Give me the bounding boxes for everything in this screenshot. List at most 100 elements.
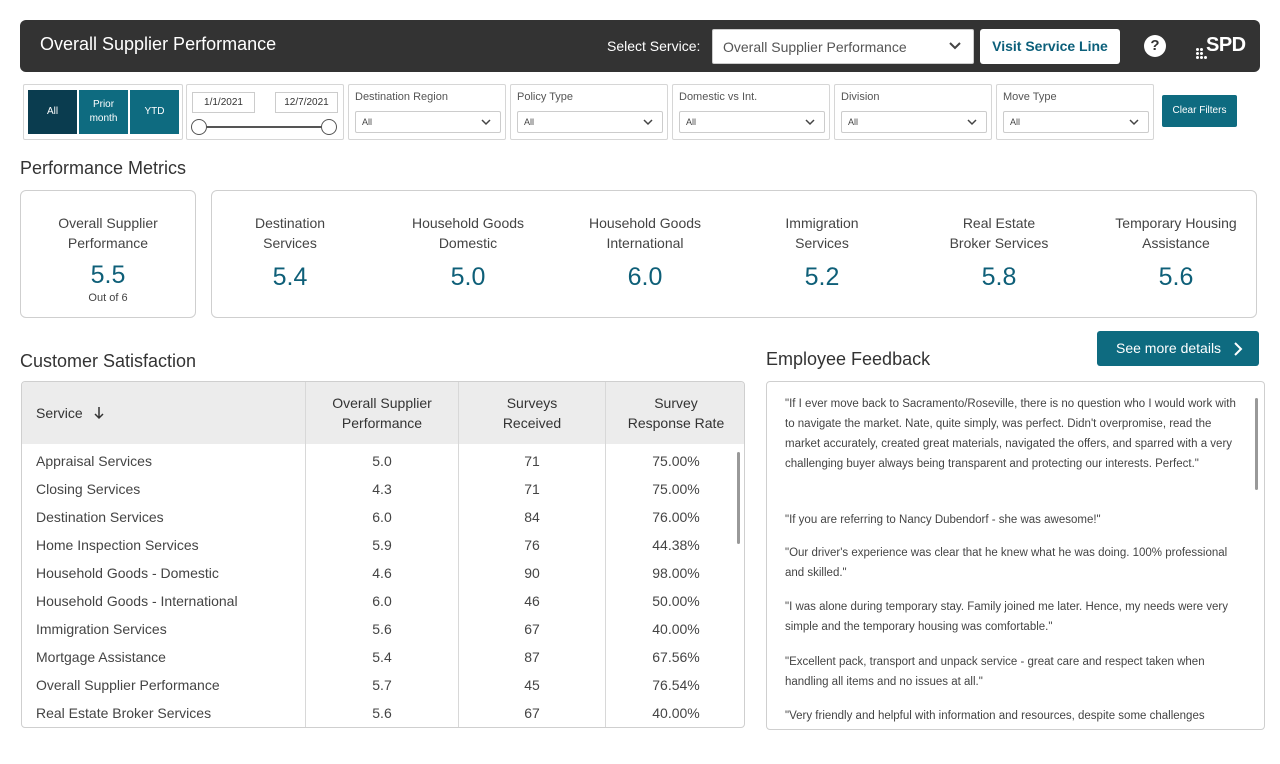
cell-surveys: 87 xyxy=(524,649,540,665)
cell-surveys: 67 xyxy=(524,621,540,637)
visit-service-line-button[interactable]: Visit Service Line xyxy=(980,29,1120,64)
metric-name-line1: Temporary Housing xyxy=(1115,215,1237,231)
table-row[interactable]: Real Estate Broker Services 5.6 67 40.00… xyxy=(22,700,744,727)
metric-value: 5.8 xyxy=(981,263,1017,291)
cell-rate: 76.00% xyxy=(652,509,700,525)
cell-surveys: 71 xyxy=(524,453,540,469)
column-header-line2: Performance xyxy=(341,415,423,431)
division-filter: Division All xyxy=(834,84,992,140)
feedback-scrollbar[interactable] xyxy=(1255,398,1258,490)
period-all-button[interactable]: All xyxy=(28,90,77,134)
end-date-input[interactable]: 12/7/2021 xyxy=(275,92,338,113)
dropdown-value: All xyxy=(362,117,373,127)
cell-rate: 44.38% xyxy=(652,537,700,553)
date-slider-end-handle[interactable] xyxy=(321,119,337,135)
column-header-service[interactable]: Service xyxy=(22,382,305,444)
cell-rate: 76.54% xyxy=(652,677,700,693)
division-dropdown[interactable]: All xyxy=(841,111,987,133)
period-ytd-button[interactable]: YTD xyxy=(130,90,179,134)
domestic-vs-int-filter: Domestic vs Int. All xyxy=(672,84,830,140)
cell-performance: 5.0 xyxy=(372,453,392,469)
feedback-item: "Excellent pack, transport and unpack se… xyxy=(785,656,1205,688)
start-date-input[interactable]: 1/1/2021 xyxy=(192,92,255,113)
logo-text: SPD xyxy=(1206,34,1246,56)
metric-name-line2: Performance xyxy=(67,235,149,251)
policy-type-dropdown[interactable]: All xyxy=(517,111,663,133)
filter-label: Division xyxy=(841,91,880,103)
service-metrics-card: Destination Services 5.4 Household Goods… xyxy=(211,190,1257,318)
satisfaction-table: Service Overall Supplier Performance Surv… xyxy=(21,381,745,728)
metric-name-line1: Household Goods xyxy=(588,215,702,231)
cell-surveys: 84 xyxy=(524,509,540,525)
select-service-label: Select Service: xyxy=(607,38,701,54)
move-type-dropdown[interactable]: All xyxy=(1003,111,1149,133)
table-row[interactable]: Mortgage Assistance 5.4 87 67.56% xyxy=(22,644,744,672)
policy-type-filter: Policy Type All xyxy=(510,84,668,140)
table-row[interactable]: Immigration Services 5.6 67 40.00% xyxy=(22,616,744,644)
cell-surveys: 90 xyxy=(524,565,540,581)
table-row[interactable]: Closing Services 4.3 71 75.00% xyxy=(22,476,744,504)
see-more-details-button[interactable]: See more details xyxy=(1097,331,1259,366)
metric-household-goods-international: Household Goods International 6.0 xyxy=(565,213,725,292)
feedback-item: "If I ever move back to Sacramento/Rosev… xyxy=(785,398,1236,470)
column-header-label: Service xyxy=(36,405,83,421)
cell-surveys: 76 xyxy=(524,537,540,553)
metric-destination-services: Destination Services 5.4 xyxy=(220,213,360,292)
cell-performance: 5.6 xyxy=(372,621,392,637)
period-prior-month-button[interactable]: Prior month xyxy=(79,90,128,134)
table-row[interactable]: Home Inspection Services 5.9 76 44.38% xyxy=(22,532,744,560)
table-row[interactable]: Appraisal Services 5.0 71 75.00% xyxy=(22,448,744,476)
cell-performance: 5.6 xyxy=(372,705,392,721)
metric-temporary-housing-assistance: Temporary Housing Assistance 5.6 xyxy=(1096,213,1256,292)
cell-performance: 5.4 xyxy=(372,649,392,665)
sort-arrow-down-icon[interactable] xyxy=(93,406,105,420)
feedback-item: "Our driver's experience was clear that … xyxy=(785,547,1228,579)
column-header-line1: Surveys xyxy=(506,395,558,411)
cell-performance: 5.9 xyxy=(372,537,392,553)
date-slider-track[interactable] xyxy=(199,126,329,128)
metric-name-line2: International xyxy=(606,235,684,251)
metric-value: 5.4 xyxy=(272,263,308,291)
metric-sub: Out of 6 xyxy=(88,292,128,304)
table-row[interactable]: Household Goods - International 6.0 46 5… xyxy=(22,588,744,616)
select-service-dropdown[interactable]: Overall Supplier Performance xyxy=(712,29,974,64)
domestic-vs-int-dropdown[interactable]: All xyxy=(679,111,825,133)
column-header-response-rate[interactable]: Survey Response Rate xyxy=(606,382,744,444)
cell-surveys: 46 xyxy=(524,593,540,609)
table-row[interactable]: Destination Services 6.0 84 76.00% xyxy=(22,504,744,532)
dropdown-value: All xyxy=(1010,117,1021,127)
chevron-down-icon xyxy=(481,119,491,126)
table-row[interactable]: Overall Supplier Performance 5.7 45 76.5… xyxy=(22,672,744,700)
metric-name-line1: Immigration xyxy=(785,215,859,231)
table-row[interactable]: Household Goods - Domestic 4.6 90 98.00% xyxy=(22,560,744,588)
metric-name-line1: Household Goods xyxy=(411,215,525,231)
chevron-right-icon xyxy=(1234,342,1243,356)
cell-rate: 50.00% xyxy=(652,593,700,609)
help-icon[interactable]: ? xyxy=(1144,35,1166,57)
column-header-overall-performance[interactable]: Overall Supplier Performance xyxy=(306,382,458,444)
chevron-down-icon xyxy=(967,119,977,126)
metric-name-line2: Assistance xyxy=(1142,235,1210,251)
metric-value: 5.0 xyxy=(450,263,486,291)
clear-filters-button[interactable]: Clear Filters xyxy=(1162,95,1237,127)
column-header-surveys-received[interactable]: Surveys Received xyxy=(459,382,605,444)
metric-immigration-services: Immigration Services 5.2 xyxy=(742,213,902,292)
performance-metrics-title: Performance Metrics xyxy=(20,158,187,178)
cell-service: Mortgage Assistance xyxy=(36,649,166,665)
metric-name-line1: Real Estate xyxy=(962,215,1036,231)
table-scrollbar[interactable] xyxy=(737,452,740,544)
date-slider-start-handle[interactable] xyxy=(191,119,207,135)
cell-rate: 67.56% xyxy=(652,649,700,665)
logo-dots-icon xyxy=(1196,44,1207,60)
cell-rate: 40.00% xyxy=(652,705,700,721)
metric-real-estate-broker-services: Real Estate Broker Services 5.8 xyxy=(919,213,1079,292)
destination-region-dropdown[interactable]: All xyxy=(355,111,501,133)
feedback-panel: "If I ever move back to Sacramento/Rosev… xyxy=(766,381,1265,730)
filter-label: Policy Type xyxy=(517,91,574,103)
period-filter: All Prior month YTD xyxy=(23,84,183,140)
see-more-details-label: See more details xyxy=(1116,340,1222,356)
metric-name-line1: Destination xyxy=(254,215,326,231)
filter-label: Destination Region xyxy=(355,91,448,103)
overall-metric-card: Overall Supplier Performance 5.5 Out of … xyxy=(20,190,196,318)
employee-feedback-title: Employee Feedback xyxy=(766,349,931,369)
